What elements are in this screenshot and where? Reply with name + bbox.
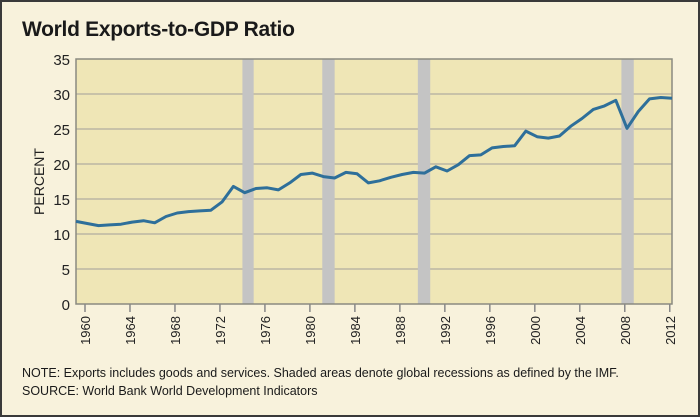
x-tick-label: 2012 — [663, 316, 678, 345]
x-tick-label: 1976 — [258, 316, 273, 345]
x-tick-label: 2004 — [573, 316, 588, 345]
x-tick-label: 1968 — [168, 316, 183, 345]
y-tick-label: 20 — [53, 157, 70, 174]
chart-title: World Exports-to-GDP Ratio — [22, 18, 295, 41]
y-tick-label: 30 — [53, 87, 70, 104]
x-tick-label: 2000 — [528, 316, 543, 345]
source: SOURCE: World Bank World Development Ind… — [22, 384, 318, 398]
note-text: Exports includes goods and services. Sha… — [60, 366, 619, 380]
y-tick-label: 35 — [53, 52, 70, 69]
x-tick-label: 1980 — [303, 316, 318, 345]
x-tick-label: 2008 — [618, 316, 633, 345]
recession-band — [621, 59, 634, 304]
x-tick-label: 1960 — [78, 316, 93, 345]
x-tick-label: 1964 — [123, 316, 138, 345]
y-tick-label: 25 — [53, 122, 70, 139]
source-text: World Bank World Development Indicators — [78, 384, 318, 398]
y-tick-label: 0 — [62, 297, 70, 314]
y-axis-label: PERCENT — [31, 148, 47, 215]
x-tick-label: 1992 — [438, 316, 453, 345]
x-tick-label: 1988 — [393, 316, 408, 345]
y-tick-label: 10 — [53, 227, 70, 244]
x-tick-label: 1972 — [213, 316, 228, 345]
recession-band — [242, 59, 254, 304]
plot-border — [75, 58, 673, 305]
recession-band — [417, 59, 431, 304]
y-tick-label: 5 — [62, 262, 70, 279]
recession-band — [322, 59, 335, 304]
x-tick-label: 1984 — [348, 316, 363, 345]
note: NOTE: Exports includes goods and service… — [22, 366, 619, 380]
series-line — [75, 96, 673, 228]
source-label: SOURCE: — [22, 384, 79, 398]
note-label: NOTE: — [22, 366, 61, 380]
x-tick-label: 1996 — [483, 316, 498, 345]
y-tick-label: 15 — [53, 192, 70, 209]
